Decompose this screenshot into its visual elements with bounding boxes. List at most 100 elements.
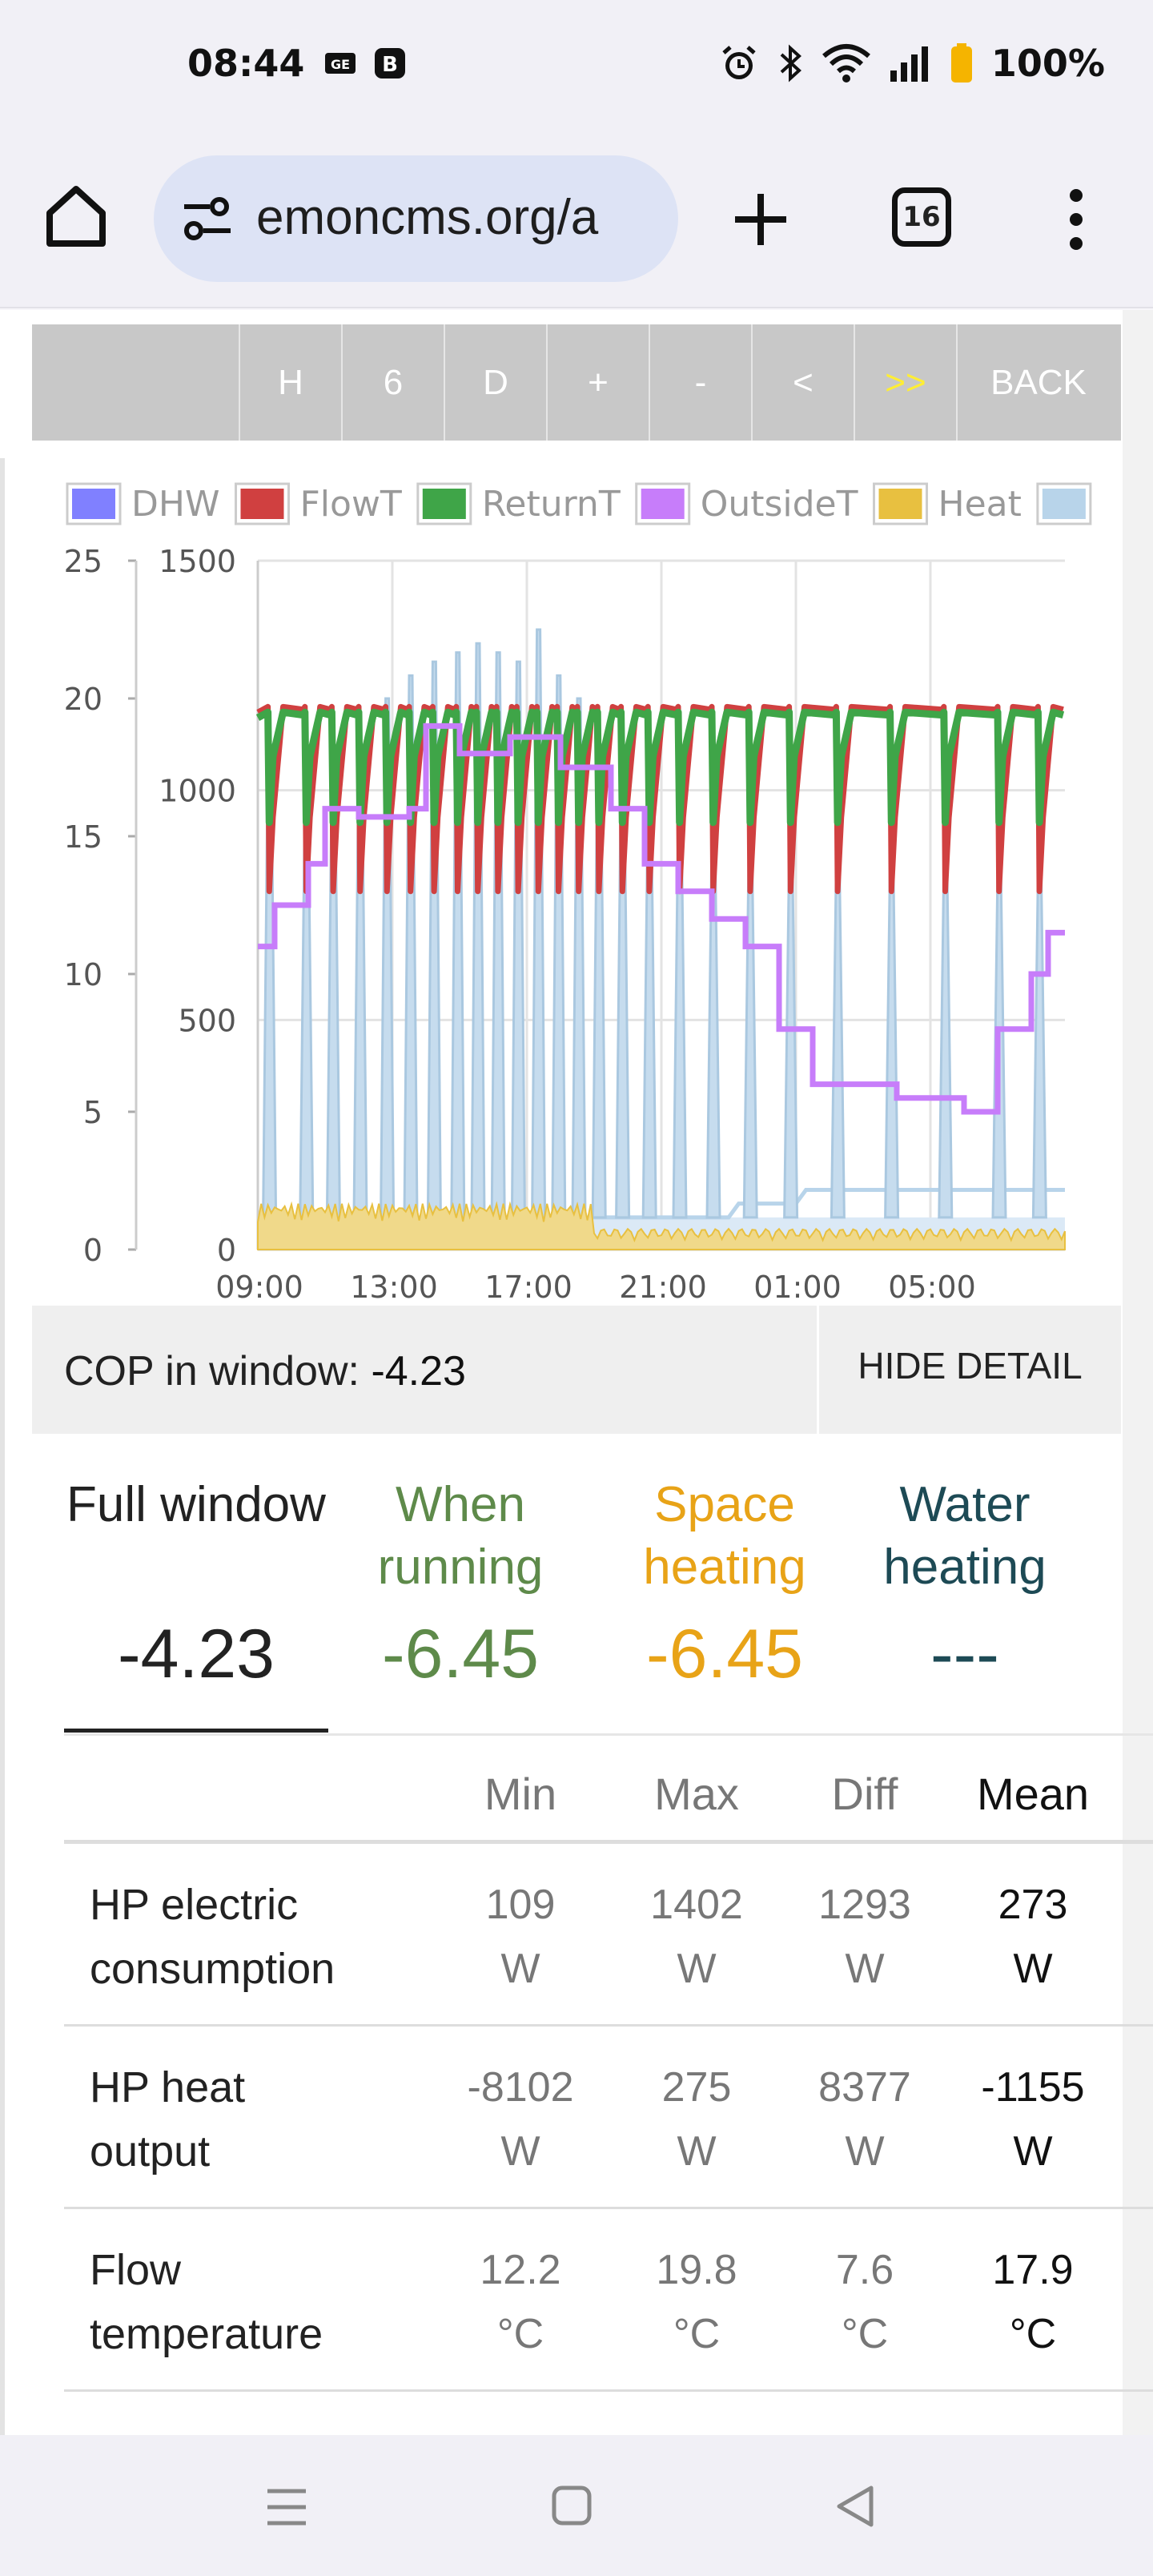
six-hour-button[interactable]: 6	[341, 324, 444, 441]
stats-cell-mean: 273 W	[998, 1882, 1068, 1992]
electric-spike	[1031, 871, 1047, 1219]
legend-swatch	[72, 489, 115, 519]
zoom-in-button[interactable]: +	[546, 324, 649, 441]
back-nav-icon[interactable]	[833, 2483, 876, 2530]
chart-area[interactable]: DHW FlowT ReturnT OutsideT Heat 0 5 10 15 20 25 0 50…	[32, 441, 1121, 1306]
mode-when-running-name: When running	[377, 1477, 544, 1595]
legend-swatch-frame	[1036, 482, 1092, 525]
cop-window-label: COP in window: -4.23	[64, 1347, 466, 1395]
modes-divider	[64, 1733, 1153, 1736]
right-axis-tick-label: 1500	[159, 544, 236, 579]
system-nav-bar	[0, 2435, 1153, 2576]
mode-full-window[interactable]: Full window -4.23	[64, 1474, 328, 1694]
address-bar[interactable]: emoncms.org/a	[154, 155, 678, 282]
wifi-icon	[822, 44, 870, 83]
day-button[interactable]: D	[444, 324, 546, 441]
stats-cell-mean: -1155 W	[981, 2064, 1085, 2175]
legend-swatch-frame	[416, 482, 472, 525]
menu-icon[interactable]	[1055, 186, 1097, 253]
battery-icon	[950, 43, 972, 83]
new-tab-icon[interactable]	[732, 191, 789, 248]
legend-swatch	[422, 489, 466, 519]
mode-water-heating[interactable]: Water heating ---	[833, 1474, 1097, 1694]
right-axis-tick-label: 1000	[159, 774, 236, 809]
stats-cell-diff: 7.6 °C	[835, 2247, 894, 2357]
stats-row: HP electric consumption 109 W 1402 W 1293 W 273 W	[64, 1844, 1153, 2027]
tab-switcher-button[interactable]: 16	[892, 187, 951, 247]
legend-label: FlowT	[299, 484, 401, 525]
mode-when-running-value: -6.45	[381, 1616, 540, 1693]
stats-row-label: HP electric consumption	[90, 1881, 335, 1993]
electric-spike	[830, 858, 846, 1219]
stats-header-row: Min Max Diff Mean	[64, 1744, 1153, 1844]
mode-space-heating[interactable]: Space heating -6.45	[593, 1474, 857, 1694]
battery-percent: 100%	[990, 42, 1105, 85]
legend-swatch	[641, 489, 685, 519]
cop-modes: Full window -4.23 When running -6.45 Spa…	[64, 1474, 1089, 1734]
legend-swatch-frame	[635, 482, 691, 525]
returnt-series	[255, 708, 1065, 827]
cop-label-text: COP in window:	[64, 1348, 360, 1395]
legend-swatch	[878, 489, 922, 519]
heatpump-chart[interactable]: DHW FlowT ReturnT OutsideT Heat 0 5 10 15 20 25 0 50…	[32, 441, 1121, 1306]
left-axis-tick-label: 25	[64, 544, 102, 579]
legend-label: DHW	[131, 484, 219, 525]
mode-water-heating-name: Water heating	[883, 1477, 1047, 1595]
legend-label: Heat	[938, 484, 1022, 525]
bluetooth-icon	[780, 44, 801, 83]
home-nav-icon[interactable]	[551, 2485, 593, 2526]
mode-space-heating-name: Space heating	[643, 1477, 806, 1595]
zoom-out-button[interactable]: -	[649, 324, 751, 441]
site-settings-icon[interactable]	[181, 195, 234, 242]
left-axis-tick-label: 0	[83, 1233, 102, 1268]
mode-full-window-name: Full window	[66, 1477, 326, 1532]
pan-left-button[interactable]: <	[751, 324, 854, 441]
pan-right-button[interactable]: >>	[854, 324, 956, 441]
svg-text:GE: GE	[331, 57, 350, 72]
stats-row-label: HP heat output	[90, 2063, 246, 2176]
stats-cell-min: -8102 W	[467, 2064, 574, 2175]
graph-toolbar: H 6 D + - < >> BACK	[32, 324, 1121, 441]
recent-apps-icon[interactable]	[264, 2486, 309, 2528]
back-button[interactable]: BACK	[956, 324, 1119, 441]
toolbar-spacer	[32, 324, 239, 441]
header-max: Max	[654, 1769, 739, 1819]
legend-label: ReturnT	[482, 484, 621, 525]
svg-text:B: B	[382, 53, 398, 77]
stats-cell-max: 275 W	[661, 2064, 732, 2175]
x-axis-tick-label: 21:00	[619, 1270, 707, 1305]
right-edge	[1123, 310, 1153, 2435]
left-axis-tick-label: 20	[64, 682, 102, 717]
legend-swatch-frame	[234, 482, 290, 525]
legend-label: OutsideT	[701, 484, 858, 525]
electric-spike	[742, 843, 758, 1219]
mode-when-running[interactable]: When running -6.45	[328, 1474, 593, 1694]
header-mean: Mean	[976, 1769, 1090, 1819]
right-axis-tick-label: 500	[178, 1003, 236, 1038]
page-content: H 6 D + - < >> BACK DHW FlowT ReturnT Outsi…	[0, 310, 1153, 2435]
heat-series	[257, 1201, 1066, 1250]
x-axis-tick-label: 05:00	[888, 1270, 976, 1305]
legend-swatch-frame	[873, 482, 928, 525]
hour-button[interactable]: H	[239, 324, 341, 441]
browser-toolbar: emoncms.org/a 16	[0, 136, 1153, 308]
stats-row: HP heat output -8102 W 275 W 8377 W -1155 W	[64, 2027, 1153, 2209]
right-axis-tick-label: 0	[217, 1233, 236, 1268]
home-icon[interactable]	[42, 181, 110, 250]
outsidet-series	[258, 722, 1065, 1115]
stats-row: Flow temperature 12.2 °C 19.8 °C 7.6 °C 17.9 °C	[64, 2209, 1153, 2392]
left-axis-tick-label: 5	[83, 1095, 102, 1130]
x-axis-tick-label: 09:00	[215, 1270, 303, 1305]
stats-cell-min: 109 W	[485, 1882, 556, 1992]
electric-spike	[938, 862, 954, 1219]
hide-detail-button[interactable]: HIDE DETAIL	[817, 1306, 1121, 1434]
mode-space-heating-value: -6.45	[645, 1616, 804, 1693]
stats-cell-min: 12.2 °C	[480, 2247, 561, 2357]
status-bar: 08:44 GE B 100%	[0, 0, 1153, 136]
url-text: emoncms.org/a	[256, 190, 599, 245]
mode-full-window-value: -4.23	[117, 1616, 275, 1693]
stats-cell-max: 19.8 °C	[656, 2247, 737, 2357]
electric-spike	[884, 858, 900, 1219]
left-edge	[0, 458, 5, 2435]
legend-swatch	[1042, 489, 1086, 519]
